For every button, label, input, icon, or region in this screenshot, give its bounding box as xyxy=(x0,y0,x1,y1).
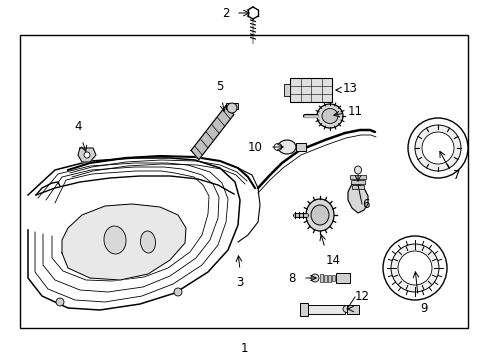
Circle shape xyxy=(407,118,467,178)
Text: 4: 4 xyxy=(74,120,81,133)
Bar xyxy=(299,303,307,316)
Text: 14: 14 xyxy=(325,254,340,267)
Circle shape xyxy=(414,125,460,171)
Text: 6: 6 xyxy=(361,198,369,211)
Polygon shape xyxy=(28,158,240,310)
Bar xyxy=(349,175,365,179)
Polygon shape xyxy=(78,148,96,162)
Circle shape xyxy=(174,288,182,296)
Ellipse shape xyxy=(342,306,350,312)
Bar xyxy=(350,180,364,184)
Polygon shape xyxy=(62,204,185,280)
Circle shape xyxy=(390,244,438,292)
Bar xyxy=(20,35,467,328)
Bar xyxy=(327,275,330,282)
Bar xyxy=(331,275,334,281)
Text: 5: 5 xyxy=(216,80,223,93)
Text: 8: 8 xyxy=(288,271,295,284)
Bar xyxy=(289,78,331,102)
Bar xyxy=(319,274,323,282)
Bar xyxy=(284,84,289,96)
Ellipse shape xyxy=(310,205,328,225)
Text: 2: 2 xyxy=(222,6,229,19)
Text: 1: 1 xyxy=(240,342,247,356)
Ellipse shape xyxy=(305,199,333,231)
Polygon shape xyxy=(191,105,233,159)
Ellipse shape xyxy=(354,166,361,174)
Text: 9: 9 xyxy=(419,302,427,315)
Bar xyxy=(346,305,358,314)
Bar xyxy=(299,305,345,314)
Ellipse shape xyxy=(321,108,337,123)
Text: 11: 11 xyxy=(347,104,362,117)
Ellipse shape xyxy=(140,231,155,253)
Circle shape xyxy=(421,132,453,164)
Text: 7: 7 xyxy=(452,168,460,181)
Text: 10: 10 xyxy=(247,140,263,153)
Ellipse shape xyxy=(273,144,282,150)
Bar xyxy=(351,185,363,189)
Ellipse shape xyxy=(278,140,295,154)
Circle shape xyxy=(397,251,431,285)
Circle shape xyxy=(84,152,90,158)
Text: 13: 13 xyxy=(342,81,357,95)
Circle shape xyxy=(56,298,64,306)
Ellipse shape xyxy=(104,226,126,254)
Bar xyxy=(335,273,349,283)
Text: 3: 3 xyxy=(236,276,243,289)
Ellipse shape xyxy=(310,274,318,282)
Bar xyxy=(324,275,326,282)
Circle shape xyxy=(382,236,446,300)
Bar xyxy=(225,103,238,109)
Circle shape xyxy=(226,103,237,113)
Polygon shape xyxy=(347,184,367,213)
Text: 12: 12 xyxy=(354,291,369,303)
Bar xyxy=(295,143,305,151)
Ellipse shape xyxy=(316,104,342,128)
